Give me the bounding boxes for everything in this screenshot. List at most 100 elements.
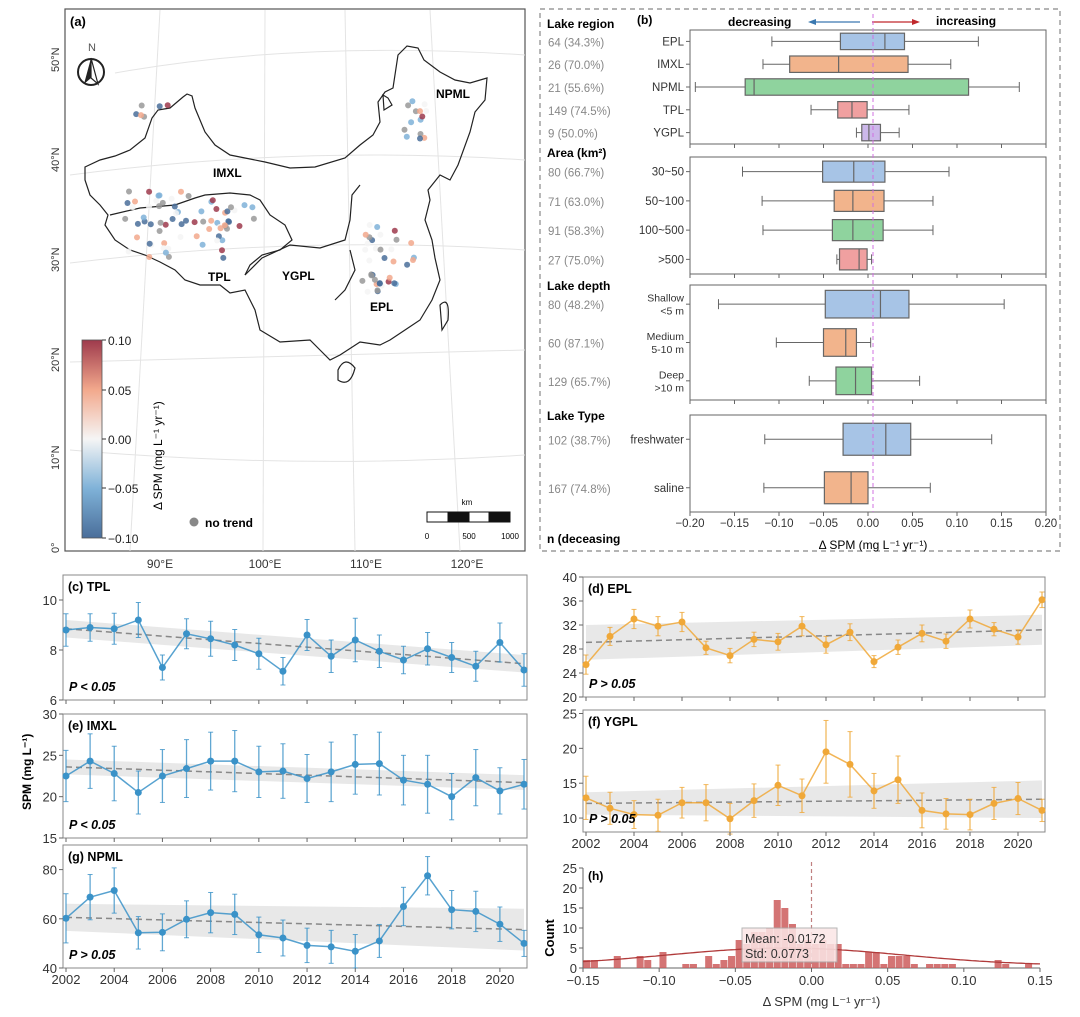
histogram-bar bbox=[689, 964, 697, 968]
x-tick-label: 0.15 bbox=[1027, 973, 1052, 988]
scale-bar: km 0 500 1000 bbox=[425, 498, 520, 541]
lake-point bbox=[132, 198, 138, 205]
y-tick-label: 40 bbox=[43, 961, 57, 976]
lake-point bbox=[366, 222, 373, 228]
y-tick-label: 0 bbox=[570, 961, 577, 976]
boxplot-item: 100~500 91 (58.3%) bbox=[548, 218, 934, 242]
y-tick-label: 36 bbox=[563, 594, 577, 609]
data-point bbox=[798, 622, 806, 630]
x-tick-label: 0.15 bbox=[990, 518, 1012, 530]
data-point bbox=[424, 645, 432, 653]
box-iqr bbox=[835, 366, 873, 396]
lake-point bbox=[391, 227, 398, 234]
data-point bbox=[62, 914, 70, 922]
histogram-bar bbox=[613, 956, 621, 968]
x-tick-label: −0.15 bbox=[720, 518, 749, 530]
lake-point bbox=[168, 195, 175, 202]
data-point bbox=[1038, 596, 1046, 604]
region-label-epl: EPL bbox=[370, 300, 393, 314]
histogram-bar bbox=[933, 964, 941, 968]
scale-tick: 0 bbox=[425, 532, 430, 541]
data-point bbox=[134, 789, 142, 797]
time-series-f: 10 15 20 25 2002 2004 2006 2008 2010 2012 2014 2016… bbox=[563, 706, 1046, 851]
lake-point bbox=[198, 208, 205, 215]
n-count-label: 80 (66.7%) bbox=[548, 168, 604, 180]
increasing-label: increasing bbox=[936, 14, 996, 28]
x-tick-label: 0.10 bbox=[946, 518, 968, 530]
y-tick-label: 6 bbox=[50, 693, 57, 708]
no-trend-marker bbox=[189, 517, 199, 527]
x-tick-label: 2006 bbox=[148, 972, 177, 987]
category-label: IMXL bbox=[657, 59, 684, 71]
data-point bbox=[62, 626, 70, 634]
category-label: EPL bbox=[662, 36, 684, 48]
y-tick-label: 30 bbox=[43, 707, 57, 722]
data-point bbox=[870, 658, 878, 666]
trend-line bbox=[65, 916, 525, 931]
boxplot-group: Lake region EPL 64 (34.3%) IMXL 26 (70.0%) NP… bbox=[547, 17, 1047, 148]
x-tick-label: 0.00 bbox=[857, 518, 879, 530]
data-point bbox=[351, 636, 359, 644]
data-point bbox=[207, 635, 215, 643]
lake-point bbox=[419, 113, 426, 120]
data-point bbox=[654, 622, 662, 630]
data-point bbox=[1014, 633, 1022, 641]
x-tick-label: 2008 bbox=[196, 972, 225, 987]
colorbar-tick: 0.00 bbox=[108, 433, 132, 447]
x-tick-label: −0.05 bbox=[809, 518, 838, 530]
lake-point bbox=[219, 247, 225, 254]
y-tick-label: 15 bbox=[43, 831, 57, 846]
data-point bbox=[582, 794, 590, 802]
trend-line bbox=[585, 629, 1043, 644]
data-point bbox=[255, 931, 263, 939]
data-point bbox=[472, 662, 480, 670]
n-count-label: 80 (48.2%) bbox=[548, 300, 604, 312]
series-line bbox=[65, 874, 525, 953]
boxplot-groups: Lake region EPL 64 (34.3%) IMXL 26 (70.0%) NP… bbox=[547, 17, 1047, 516]
x-tick-label: 2020 bbox=[1004, 836, 1033, 851]
y-tick-label: 20 bbox=[563, 881, 577, 896]
lake-point bbox=[133, 111, 140, 118]
y-tick-label: 80 bbox=[43, 863, 57, 878]
data-point bbox=[183, 765, 191, 773]
map-graticule bbox=[69, 9, 526, 552]
colorbar-tick: 0.10 bbox=[108, 334, 132, 348]
lake-point bbox=[219, 237, 226, 244]
boxplot-item: 50~100 71 (63.0%) bbox=[548, 189, 934, 213]
y-tick-label: 15 bbox=[563, 901, 577, 916]
n-count-label: 26 (70.0%) bbox=[548, 60, 604, 72]
lake-point bbox=[185, 193, 192, 199]
category-label: 30~50 bbox=[652, 167, 684, 179]
data-point bbox=[86, 893, 94, 901]
data-point bbox=[520, 939, 528, 947]
decreasing-label: decreasing bbox=[728, 15, 791, 29]
panel-title: (e) IMXL bbox=[68, 719, 117, 733]
x-tick-label: −0.05 bbox=[719, 973, 752, 988]
data-point bbox=[279, 934, 287, 942]
lake-point bbox=[159, 199, 166, 206]
lake-point bbox=[157, 219, 164, 226]
lake-point bbox=[162, 221, 169, 228]
y-tick-label: 32 bbox=[563, 618, 577, 633]
x-tick-label: 2006 bbox=[668, 836, 697, 851]
x-tick-label: 0.05 bbox=[875, 973, 900, 988]
boxplot-group: Lake depth Shallow<5 m 80 (48.2%) Medium5-1… bbox=[547, 279, 1047, 404]
panel-b-boxplots: (b) decreasing increasing Lake regionEPL… bbox=[539, 8, 1061, 552]
data-point bbox=[918, 629, 926, 637]
data-point bbox=[303, 631, 311, 639]
data-point bbox=[966, 811, 974, 819]
lon-tick: 90°E bbox=[147, 557, 173, 571]
lake-point bbox=[162, 249, 169, 256]
series-line bbox=[585, 750, 1043, 820]
data-point bbox=[399, 776, 407, 784]
x-tick-label: 2010 bbox=[244, 972, 273, 987]
lake-point bbox=[122, 215, 129, 222]
lake-point bbox=[146, 254, 153, 260]
confidence-band bbox=[66, 903, 524, 951]
category-label: saline bbox=[654, 483, 684, 495]
lake-point bbox=[156, 103, 163, 110]
series-line bbox=[65, 760, 525, 798]
category-label: 50~100 bbox=[645, 196, 684, 208]
map-frame bbox=[64, 8, 526, 552]
